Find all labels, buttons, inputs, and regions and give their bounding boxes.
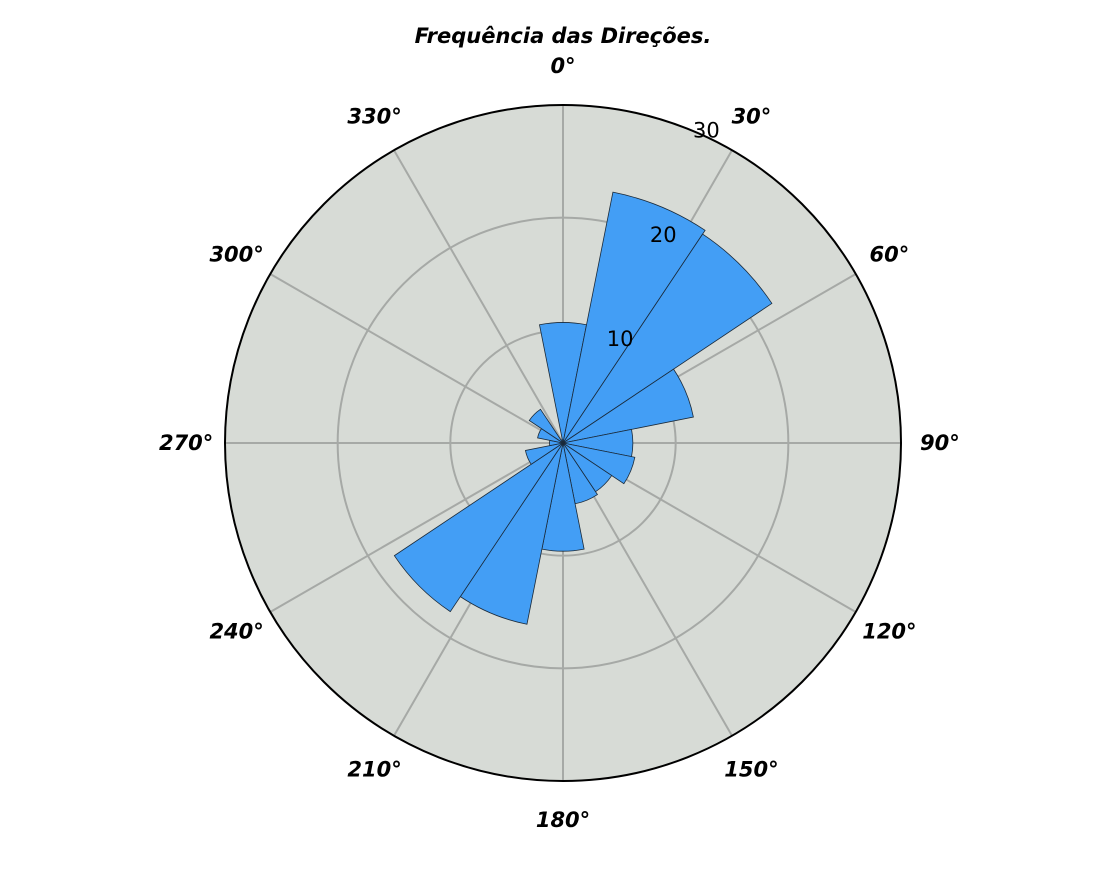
radial-tick-label: 10 [607, 327, 634, 351]
bar-sector-1 [562, 191, 706, 444]
bar-sector-3 [562, 368, 694, 444]
bar-sector-2 [562, 233, 773, 444]
angle-labels: 0° 30° 60° 90° 120° 150° 180° 210° 240° 270° 300° 3… [159, 54, 960, 832]
angle-tick-label: 270° [159, 431, 213, 455]
angle-tick-label: 90° [920, 431, 960, 455]
angle-tick-label: 180° [536, 808, 590, 832]
bar-sector-15 [560, 439, 564, 444]
plot-outline [224, 104, 902, 782]
angular-gridline-11 [393, 149, 564, 444]
angular-gridline-8 [269, 442, 564, 613]
angle-tick-label: 330° [347, 105, 401, 129]
angle-tick-label: 120° [862, 619, 916, 643]
angle-tick-label: 30° [732, 105, 772, 129]
angle-tick-label: 210° [347, 757, 401, 781]
radial-labels: 10 20 30 [607, 119, 720, 351]
angular-gridline-10 [269, 273, 564, 444]
radial-tick-label: 30 [693, 119, 720, 143]
bar-sector-11 [524, 442, 564, 465]
angle-tick-label: 60° [870, 243, 910, 267]
bar-sector-14 [528, 408, 564, 444]
angle-tick-label: 300° [209, 243, 263, 267]
bar-sector-10 [393, 442, 564, 613]
angle-tick-label: 240° [209, 619, 263, 643]
angle-tick-label: 0° [550, 54, 575, 78]
bar-sector-5 [562, 442, 636, 485]
angle-tick-label: 150° [724, 757, 778, 781]
chart-title: Frequência das Direções. [415, 24, 712, 48]
radial-tick-label: 20 [650, 223, 677, 247]
bars-layer [393, 191, 773, 625]
